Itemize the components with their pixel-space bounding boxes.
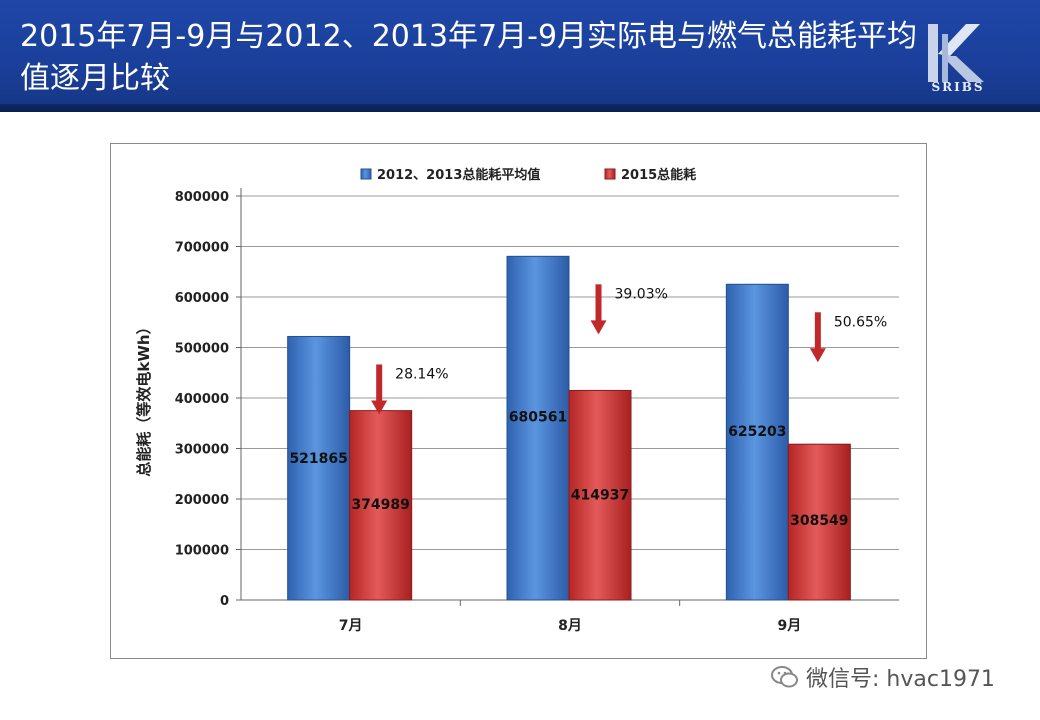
decrease-arrow-shaft [814,312,821,351]
bar-data-label: 414937 [571,487,629,503]
legend-swatch [360,168,372,180]
decrease-arrow-shaft [376,364,383,403]
x-tick-label: 9月 [777,618,801,634]
decrease-arrow-head [371,400,388,415]
logo-text: SRIBS [931,80,985,94]
bar-red [787,443,851,601]
y-tick-label: 300000 [175,443,229,458]
y-tick-label: 400000 [175,392,229,407]
y-tick-label: 600000 [175,291,229,306]
decrease-percent-label: 28.14% [395,366,448,382]
bar-data-label: 521865 [289,451,347,467]
y-tick-label: 0 [220,594,229,609]
legend-label: 2015总能耗 [621,167,696,183]
y-tick-label: 500000 [175,342,229,357]
sribs-logo-icon [928,24,984,82]
decrease-percent-label: 50.65% [834,314,887,330]
bar-blue [725,283,789,601]
bar-data-label: 374989 [351,497,409,513]
wechat-watermark: 微信号: hvac1971 [770,660,1030,694]
bar-blue [506,255,570,601]
bar-red [349,410,413,601]
y-tick-label: 800000 [175,190,229,205]
bar-data-label: 625203 [728,424,786,440]
y-tick-label: 200000 [175,493,229,508]
legend-swatch [604,168,616,180]
slide-title: 2015年7月-9月与2012、2013年7月-9月实际电与燃气总能耗平均值逐月… [20,19,918,96]
watermark-text: 微信号: hvac1971 [806,667,995,692]
y-tick-label: 700000 [175,241,229,256]
x-tick-label: 7月 [339,618,363,634]
y-axis-label: 总能耗（等效电kWh） [135,319,153,476]
decrease-arrow-head [590,320,607,335]
y-tick-label: 100000 [175,544,229,559]
decrease-arrow-head [809,348,826,363]
x-tick-label: 8月 [558,618,582,634]
chart-container: 0 100000 200000 300000 400000 500000 600000 700… [110,143,927,659]
wechat-icon [771,666,798,688]
bar-data-label: 680561 [509,409,567,425]
bar-data-label: 308549 [790,513,848,529]
bar-chart: 0 100000 200000 300000 400000 500000 600000 700… [135,167,899,634]
bar-red [568,389,632,601]
slide-header: 2015年7月-9月与2012、2013年7月-9月实际电与燃气总能耗平均值逐月… [0,0,1040,112]
legend-label: 2012、2013总能耗平均值 [377,167,540,183]
decrease-percent-label: 39.03% [615,286,668,302]
decrease-arrow-shaft [595,284,602,323]
bar-blue [287,335,351,601]
